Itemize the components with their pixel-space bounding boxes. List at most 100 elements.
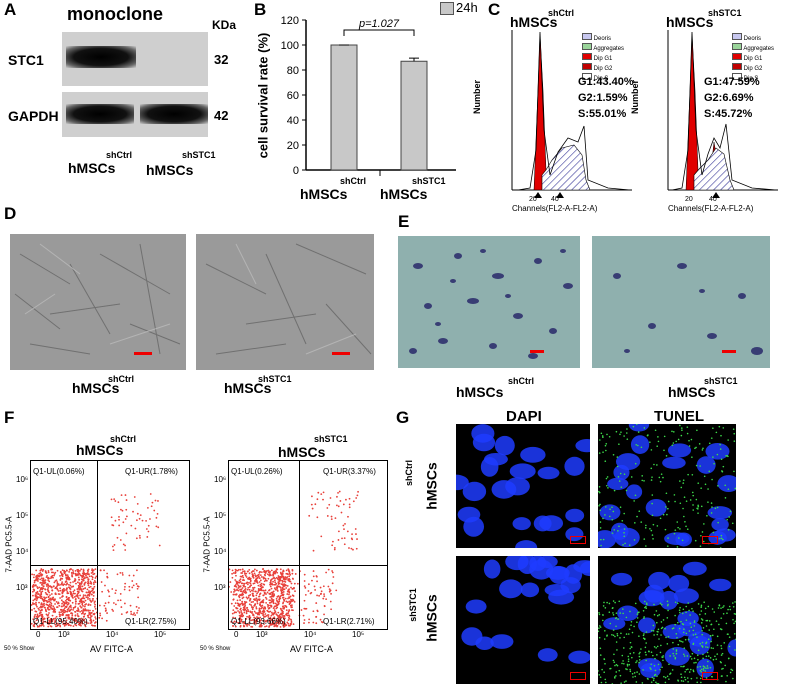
flow-event [85,596,88,599]
flow-event [287,612,290,615]
tunel-signal [652,523,655,526]
flow-event [259,619,262,622]
flow-event [33,573,36,576]
flow-event [87,573,90,576]
flow-event-lr [304,586,307,589]
flow-event [35,601,37,604]
flow-event [72,609,75,611]
c-ylabel-1: Number [472,79,483,115]
flow-event [40,568,43,571]
flow-event [59,571,62,574]
nucleus [696,456,716,474]
flow-event-ur [312,549,315,552]
flow-event [74,569,77,572]
flow-event [79,610,82,613]
tunel-signal [720,654,723,656]
tunel-signal [645,607,648,610]
flow-event [282,576,285,578]
flow-event [62,611,65,614]
flow-event [62,609,65,612]
f1-vgate [97,461,98,629]
tunel-signal [674,623,676,626]
tunel-signal [665,506,667,508]
flow-event [241,600,244,603]
tunel-signal [701,531,704,533]
flow-event [51,589,54,592]
tunel-signal [637,431,640,433]
flow-event [87,596,89,599]
flow-event [254,603,257,606]
b-group2-sup: shSTC1 [412,176,446,186]
flow-event [40,587,43,590]
flow-event [56,581,59,583]
b-group2-name: hMSCs [380,186,428,202]
tunel-signal [706,514,708,517]
flow-event [73,589,76,592]
flow-event [59,624,61,627]
tunel-signal [651,494,654,496]
flow-event-ur [320,535,323,538]
c-plot2-sup: shSTC1 [708,8,742,18]
flow-event [251,592,254,595]
flow-event [249,578,252,581]
flow-event [260,588,262,591]
flow-event-lr [315,616,317,618]
flow-event [59,589,62,592]
tunel-signal [674,529,677,531]
tunel-signal [604,607,607,609]
flow-event [255,597,258,600]
tunel-signal [715,658,718,660]
legend2-swatch-g2 [732,63,742,70]
flow-event [82,575,85,577]
tunel-signal [668,678,670,680]
flow-event [244,573,246,575]
flow-event [270,600,273,603]
tunel-signal [733,440,736,442]
tunel-signal [638,655,641,658]
flow-event [288,615,291,618]
flow-event [284,597,287,600]
tunel-signal [733,622,735,625]
flow-event-ur [158,544,161,547]
flow-event [258,611,261,614]
tunel-signal [680,640,682,643]
flow-event-lr [106,572,109,575]
flow-event [80,609,83,612]
tunel-signal [700,618,703,620]
tunel-signal [666,643,669,645]
e-group1-sup: shCtrl [508,376,535,386]
flow-event-lr [104,607,107,610]
flow-event [66,583,68,585]
flow-event [49,585,52,587]
flow-event [281,613,283,616]
tunel-signal [667,500,670,503]
flow-event [70,606,72,609]
flow-event [282,610,284,613]
flow-event [66,590,69,593]
tunel-signal [710,640,712,643]
flow-event [288,588,291,591]
flow-event [33,581,36,584]
flow-event [290,606,293,609]
flow-event-lr [303,580,306,582]
flow-event [273,617,276,620]
flow-event [90,615,93,617]
nuclei-tunel-1 [598,424,736,548]
c-legend-1: Deoris Aggregates Dip G1 Dip G2 Dip S [582,33,624,83]
flow-event [69,590,72,593]
flow-event [288,580,291,583]
tunel-signal [619,506,622,509]
flow-event [56,606,58,609]
flow-event [63,603,65,606]
flow-event [269,570,271,573]
tunel-signal [707,638,710,641]
flow-event [40,603,43,606]
tunel-signal [671,627,674,630]
flow-event [94,616,97,619]
flow-event [60,599,63,602]
flow-event-ur [337,505,340,508]
tunel-signal [706,651,709,654]
tunel-signal [678,639,681,642]
tunel-signal [734,649,736,651]
c-plot1-name: hMSCs [510,14,558,30]
